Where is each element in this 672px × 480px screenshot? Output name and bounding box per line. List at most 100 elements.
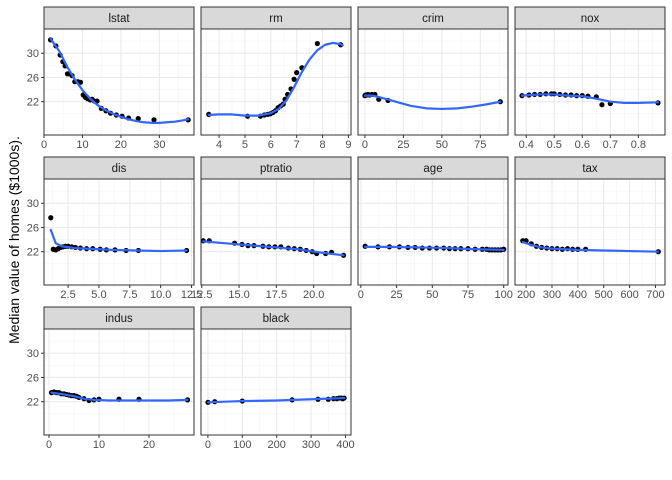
smooth-line-crim [363,94,502,111]
x-tick-label: 0.8 [631,139,646,151]
x-tick-label: 0 [358,289,364,301]
x-tick-label: 0 [41,139,47,151]
y-tick-label: 22 [27,97,39,109]
y-tick-label: 30 [27,348,39,360]
x-tick-label: 0 [205,439,211,451]
x-tick-label: 17.5 [266,289,287,301]
x-tick-label: 0.4 [519,139,534,151]
plot-area-rm [201,29,351,135]
x-tick-label: 50 [436,139,448,151]
x-tick-label: 10.0 [150,289,171,301]
x-tick-label: 25 [397,139,409,151]
x-tick-label: 0 [362,139,368,151]
panel-lstat: lstat 0 10 20 30 22 26 30 [27,6,195,151]
smooth-line-lstat [49,37,190,124]
smooth-line-black [206,396,346,404]
y-tick-label: 26 [27,372,39,384]
panel-dis: dis 2.5 5.0 7.5 10.0 12.5 22 26 30 [27,156,202,301]
strip-label-rm: rm [269,13,282,25]
data-point [291,76,297,82]
strip-label-ptratio: ptratio [260,163,292,175]
x-tick-label: 0.5 [547,139,562,151]
panel-border-tax [514,178,666,286]
y-tick-label: 30 [27,48,39,60]
plot-area-indus [44,329,194,435]
data-layer-black [205,395,347,405]
data-layer-age [362,243,507,253]
panel-tax: tax 200 300 400 500 600 700 [514,156,666,301]
strip-label-black: black [263,313,290,325]
data-point [135,116,141,122]
x-tick-label: 75 [462,289,474,301]
data-point [294,70,300,76]
data-layer-nox [519,91,661,108]
smooth-line-rm [207,41,344,117]
smooth-line-dis [49,228,188,253]
x-tick-label: 25 [390,289,402,301]
x-tick-label: 0.7 [603,139,618,151]
smooth-line-nox [520,93,660,104]
plot-area-dis [44,179,194,285]
x-tick-label: 5.0 [91,289,106,301]
x-tick-label: 12.5 [191,289,212,301]
x-tick-label: 10 [76,139,88,151]
x-tick-label: 5 [242,139,248,151]
x-tick-label: 0 [46,439,52,451]
x-tick-label: 300 [302,439,320,451]
smooth-line-ptratio [202,240,345,257]
x-tick-label: 0.6 [575,139,590,151]
data-layer-ptratio [201,238,347,258]
x-tick-label: 20 [143,439,155,451]
plot-area-lstat [44,29,194,135]
y-tick-label: 22 [27,397,39,409]
data-point [599,102,605,108]
x-tick-label: 20.0 [303,289,324,301]
y-tick-label: 22 [27,247,39,259]
x-tick-label: 600 [620,289,638,301]
plot-area-nox [515,29,665,135]
x-tick-label: 7.5 [122,289,137,301]
x-tick-label: 12.5 [181,289,202,301]
panel-border-lstat [43,28,195,136]
y-tick-label: 30 [27,198,39,210]
x-tick-label: 500 [595,289,613,301]
panel-border-nox [514,28,666,136]
data-layer-dis [48,215,190,254]
panel-age: age 0 25 50 75 100 [357,156,513,301]
smooth-line-tax [521,240,660,253]
strip-label-dis: dis [112,163,127,175]
panel-border-rm [200,28,352,136]
panel-rm: rm 4 5 6 7 8 9 [200,6,352,151]
x-tick-label: 4 [216,139,222,151]
x-tick-label: 400 [336,439,354,451]
x-tick-label: 9 [345,139,351,151]
x-tick-label: 20 [115,139,127,151]
x-tick-label: 100 [233,439,251,451]
strip-label-crim: crim [422,13,444,25]
plot-area-crim [358,29,508,135]
x-tick-label: 200 [268,439,286,451]
data-layer-tax [520,238,661,255]
strip-label-nox: nox [581,13,600,25]
x-tick-label: 30 [153,139,165,151]
panel-border-black [200,328,352,436]
plot-area-tax [515,179,665,285]
data-point [77,79,84,85]
x-tick-label: 7 [294,139,300,151]
panel-border-age [357,178,509,286]
panel-border-crim [357,28,509,136]
x-tick-label: 8 [319,139,325,151]
data-point [314,40,320,47]
x-tick-label: 75 [474,139,486,151]
panel-indus: indus 0 10 20 22 26 30 [27,306,195,451]
panel-ptratio: ptratio 12.5 15.0 17.5 20.0 [191,156,352,301]
panel-crim: crim 0 25 50 75 [357,6,509,151]
y-tick-label: 26 [27,72,39,84]
strip-label-age: age [423,163,442,175]
panel-nox: nox 0.4 0.5 0.6 0.7 0.8 [514,6,666,151]
smooth-line-age [364,245,505,251]
x-tick-label: 100 [495,289,513,301]
data-point [48,215,54,221]
panels: lstat 0 10 20 30 22 26 30 rm 4 5 6 7 8 9 crim 0 25 50 75 nox… [27,6,666,451]
y-axis-label: Median value of homes ($1000s). [6,136,22,344]
